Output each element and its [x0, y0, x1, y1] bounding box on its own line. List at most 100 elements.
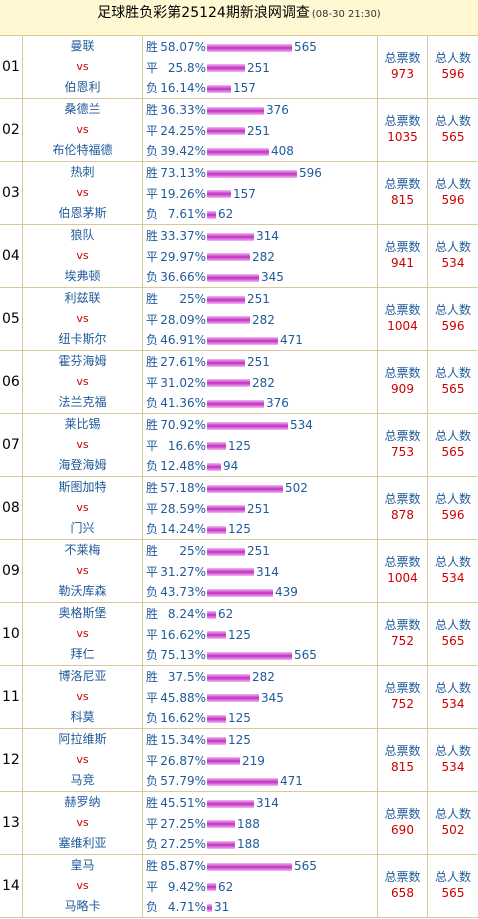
total-people-value: 565 — [441, 130, 465, 144]
away-team-link[interactable]: 门兴 — [70, 521, 95, 536]
away-team-link[interactable]: 伯恩茅斯 — [58, 206, 107, 221]
loss-bar — [207, 840, 235, 849]
loss-percentage: 16.62% — [160, 711, 206, 725]
total-people-label: 总人数 — [434, 744, 471, 758]
win-count: 62 — [218, 607, 234, 621]
loss-label: 负 — [146, 144, 159, 158]
table-row: 11 博洛尼亚 vs 科莫 胜 37.5% 282 平 45.88% 345 负 16.62% 125 总… — [0, 666, 478, 729]
home-team-link[interactable]: 赫罗纳 — [64, 795, 101, 809]
home-team-link[interactable]: 阿拉维斯 — [58, 732, 107, 746]
win-bar — [207, 547, 245, 556]
total-votes-value: 815 — [391, 760, 414, 774]
total-people-label: 总人数 — [434, 366, 471, 380]
away-team-link[interactable]: 科莫 — [70, 710, 95, 725]
draw-percentage: 45.88% — [160, 690, 206, 705]
vote-bars-cell: 胜 33.37% 314 平 29.97% 282 负 36.66% 345 — [143, 225, 378, 287]
draw-label: 平 — [146, 816, 159, 831]
loss-label: 负 — [146, 270, 159, 284]
home-team-link[interactable]: 不莱梅 — [64, 543, 101, 557]
total-people-cell: 总人数 596 — [428, 288, 478, 350]
loss-percentage: 12.48% — [160, 459, 206, 473]
loss-count: 125 — [228, 522, 251, 536]
total-people-label: 总人数 — [434, 681, 471, 695]
match-number: 13 — [0, 792, 23, 854]
home-team-link[interactable]: 热刺 — [70, 165, 95, 179]
home-team-link[interactable]: 霍芬海姆 — [58, 354, 107, 368]
vs-label: vs — [76, 500, 89, 514]
home-team-link[interactable]: 斯图加特 — [58, 480, 107, 494]
away-team-link[interactable]: 海登海姆 — [58, 458, 107, 473]
win-count: 125 — [228, 733, 251, 747]
loss-label: 负 — [146, 396, 159, 410]
draw-percentage: 25.8% — [167, 60, 206, 75]
total-people-label: 总人数 — [434, 114, 471, 128]
teams-cell: 不莱梅 vs 勒沃库森 — [23, 540, 143, 602]
draw-vote-line: 平 31.02% 282 — [146, 373, 275, 393]
loss-bar — [207, 462, 221, 471]
loss-vote-line: 负 16.62% 125 — [146, 708, 251, 728]
loss-vote-line: 负 14.24% 125 — [146, 519, 251, 539]
away-team-link[interactable]: 埃弗顿 — [64, 269, 101, 284]
teams-cell: 皇马 vs 马略卡 — [23, 855, 143, 917]
home-team-link[interactable]: 皇马 — [70, 858, 95, 872]
home-team-link[interactable]: 博洛尼亚 — [58, 669, 107, 683]
table-row: 05 利兹联 vs 纽卡斯尔 胜 25% 251 平 28.09% 282 负 46.91% 471 总票… — [0, 288, 478, 351]
draw-count: 251 — [247, 123, 270, 138]
vs-label: vs — [76, 311, 89, 325]
total-people-cell: 总人数 596 — [428, 36, 478, 98]
away-team-link[interactable]: 马竞 — [70, 773, 95, 788]
teams-cell: 莱比锡 vs 海登海姆 — [23, 414, 143, 476]
win-vote-line: 胜 27.61% 251 — [146, 352, 270, 372]
win-bar — [207, 421, 288, 430]
total-votes-label: 总票数 — [384, 618, 421, 632]
total-votes-label: 总票数 — [384, 807, 421, 821]
draw-count: 251 — [247, 60, 270, 75]
loss-bar — [207, 336, 278, 345]
home-team-link[interactable]: 奥格斯堡 — [58, 606, 107, 620]
away-team-link[interactable]: 布伦特福德 — [52, 143, 113, 158]
total-votes-label: 总票数 — [384, 303, 421, 317]
loss-bar — [207, 651, 292, 660]
home-team-link[interactable]: 狼队 — [70, 228, 95, 242]
total-votes-label: 总票数 — [384, 492, 421, 506]
loss-vote-line: 负 16.14% 157 — [146, 78, 256, 98]
loss-label: 负 — [146, 333, 159, 347]
loss-count: 439 — [275, 585, 298, 599]
away-team-link[interactable]: 塞维利亚 — [58, 836, 107, 851]
total-people-label: 总人数 — [434, 870, 471, 884]
page-title: 足球胜负彩第25124期新浪网调查 — [97, 5, 310, 21]
loss-vote-line: 负 39.42% 408 — [146, 141, 294, 161]
vs-label: vs — [76, 122, 89, 136]
win-count: 314 — [256, 229, 279, 243]
total-people-cell: 总人数 534 — [428, 729, 478, 791]
total-votes-cell: 总票数 941 — [378, 225, 428, 287]
win-label: 胜 — [146, 859, 159, 873]
home-team-link[interactable]: 利兹联 — [64, 291, 101, 305]
total-people-label: 总人数 — [434, 555, 471, 569]
loss-percentage: 41.36% — [160, 396, 206, 410]
total-votes-value: 941 — [391, 256, 414, 270]
home-team-link[interactable]: 桑德兰 — [64, 102, 101, 116]
away-team-link[interactable]: 纽卡斯尔 — [58, 332, 107, 347]
vs-label: vs — [76, 815, 89, 829]
total-votes-cell: 总票数 658 — [378, 855, 428, 917]
win-vote-line: 胜 8.24% 62 — [146, 604, 233, 624]
win-vote-line: 胜 36.33% 376 — [146, 100, 289, 120]
home-team-link[interactable]: 莱比锡 — [64, 417, 101, 431]
match-number: 03 — [0, 162, 23, 224]
total-votes-value: 752 — [391, 697, 414, 711]
loss-vote-line: 负 4.71% 31 — [146, 897, 229, 917]
win-label: 胜 — [146, 418, 159, 432]
home-team-link[interactable]: 曼联 — [70, 39, 95, 53]
loss-bar — [207, 525, 226, 534]
draw-count: 282 — [252, 312, 275, 327]
away-team-link[interactable]: 拜仁 — [70, 647, 95, 662]
total-votes-label: 总票数 — [384, 870, 421, 884]
away-team-link[interactable]: 伯恩利 — [64, 80, 101, 95]
match-number: 05 — [0, 288, 23, 350]
away-team-link[interactable]: 法兰克福 — [58, 395, 107, 410]
loss-percentage: 14.24% — [160, 522, 206, 536]
vs-label: vs — [76, 437, 89, 451]
away-team-link[interactable]: 勒沃库森 — [58, 584, 107, 599]
away-team-link[interactable]: 马略卡 — [64, 899, 101, 914]
